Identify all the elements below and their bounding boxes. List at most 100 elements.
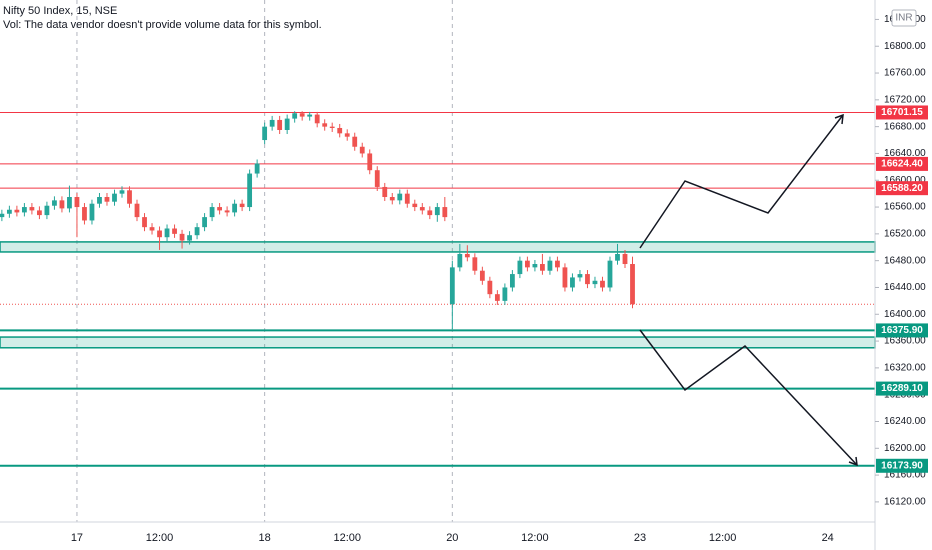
x-tick-label: 12:00	[333, 532, 361, 544]
candle-body	[59, 200, 65, 209]
level-badge	[876, 156, 928, 171]
chart-title: Nifty 50 Index, 15, NSE	[3, 5, 117, 17]
candle-body	[104, 197, 110, 202]
candle-body	[555, 260, 560, 268]
candle-body	[487, 280, 493, 295]
candle-body	[142, 217, 147, 228]
candle-body	[149, 227, 155, 231]
candle-body	[352, 136, 358, 147]
candle-body	[14, 209, 20, 213]
candle-body	[202, 217, 207, 228]
candle-body	[472, 257, 478, 271]
candle-body	[232, 203, 238, 213]
candle-body	[224, 210, 230, 213]
candle-body	[457, 253, 463, 268]
trend-arrow-down	[639, 329, 858, 466]
candle-body	[502, 287, 508, 301]
candle-body	[615, 253, 620, 261]
candle-body	[67, 197, 72, 209]
candle-body	[397, 193, 403, 201]
candle-body	[21, 207, 27, 213]
level-label: 16588.20	[881, 183, 923, 194]
underlay	[0, 0, 876, 522]
candle-body	[337, 127, 343, 134]
level-badge	[876, 381, 928, 396]
y-tick-label: 16320.00	[884, 363, 926, 374]
chart-subtitle: Vol: The data vendor doesn't provide vol…	[3, 19, 322, 31]
candles	[0, 111, 635, 330]
level-badge	[876, 458, 928, 473]
candle-body	[157, 230, 162, 238]
candle-body	[37, 210, 42, 216]
candle-body	[0, 213, 5, 218]
drawings	[639, 113, 858, 467]
candle-body	[532, 264, 538, 268]
candle-body	[344, 133, 350, 137]
candle-body	[412, 203, 418, 208]
candle-body	[217, 207, 222, 211]
arrow-head	[848, 456, 858, 467]
candle-body	[329, 126, 335, 128]
candle-body	[194, 227, 200, 236]
candle-body	[419, 207, 425, 211]
candle-body	[382, 186, 388, 198]
y-tick-label: 16520.00	[884, 229, 926, 240]
axes: 17 12:00 18 12:00 20 12:00 23 12:00 24 16120.00 16…	[71, 14, 928, 544]
level-label: 16173.90	[881, 460, 923, 471]
candle-body	[44, 205, 50, 216]
candle-body	[509, 274, 515, 288]
candle-body	[292, 113, 298, 119]
candle-body	[517, 260, 523, 275]
y-tick-label: 16680.00	[884, 121, 926, 132]
candle-body	[52, 200, 57, 206]
candle-body	[479, 270, 485, 281]
candle-body	[404, 193, 410, 204]
candle-body	[389, 197, 395, 201]
y-tick-label: 16760.00	[884, 68, 926, 79]
x-tick-label: 23	[634, 532, 646, 544]
x-tick-label: 12:00	[146, 532, 174, 544]
y-tick-label: 16800.00	[884, 41, 926, 52]
candle-body	[359, 146, 365, 154]
level-label: 16624.40	[881, 159, 923, 170]
y-tick-label: 16160.00	[884, 470, 926, 481]
y-tick-label: 16360.00	[884, 336, 926, 347]
level-badge	[876, 181, 928, 196]
candle-body	[585, 274, 590, 285]
currency: INR	[895, 13, 912, 24]
candle-body	[6, 209, 12, 214]
candle-body	[112, 193, 117, 202]
arrow-head	[834, 113, 844, 125]
candle-body	[262, 126, 268, 141]
candle-body	[570, 277, 575, 288]
y-tick-label: 16640.00	[884, 148, 926, 159]
zone	[0, 241, 876, 253]
candle-body	[179, 233, 185, 241]
candle-body	[269, 119, 275, 127]
candle-body	[494, 294, 500, 301]
x-tick-label: 17	[71, 532, 83, 544]
y-tick-label: 16600.00	[884, 175, 926, 186]
candle-body	[607, 260, 613, 288]
candle-body	[464, 253, 470, 258]
candle-body	[82, 207, 87, 221]
candle-body	[427, 210, 433, 216]
y-tick-label: 16440.00	[884, 282, 926, 293]
y-tick-label: 16560.00	[884, 202, 926, 213]
candle-body	[367, 153, 373, 171]
candle-body	[209, 207, 215, 218]
candle-body	[164, 228, 170, 238]
candle-body	[277, 119, 283, 130]
y-tick-label: 16400.00	[884, 309, 926, 320]
candle-body	[97, 197, 102, 204]
candle-body	[127, 190, 132, 204]
candle-body	[322, 123, 328, 127]
candle-body	[239, 203, 245, 208]
candle-body	[630, 264, 635, 305]
candle-body	[74, 197, 80, 208]
candle-body	[374, 170, 380, 187]
candle-body	[600, 280, 605, 288]
candle-body	[547, 260, 553, 271]
candle-body	[449, 267, 455, 305]
x-tick-label: 20	[446, 532, 458, 544]
